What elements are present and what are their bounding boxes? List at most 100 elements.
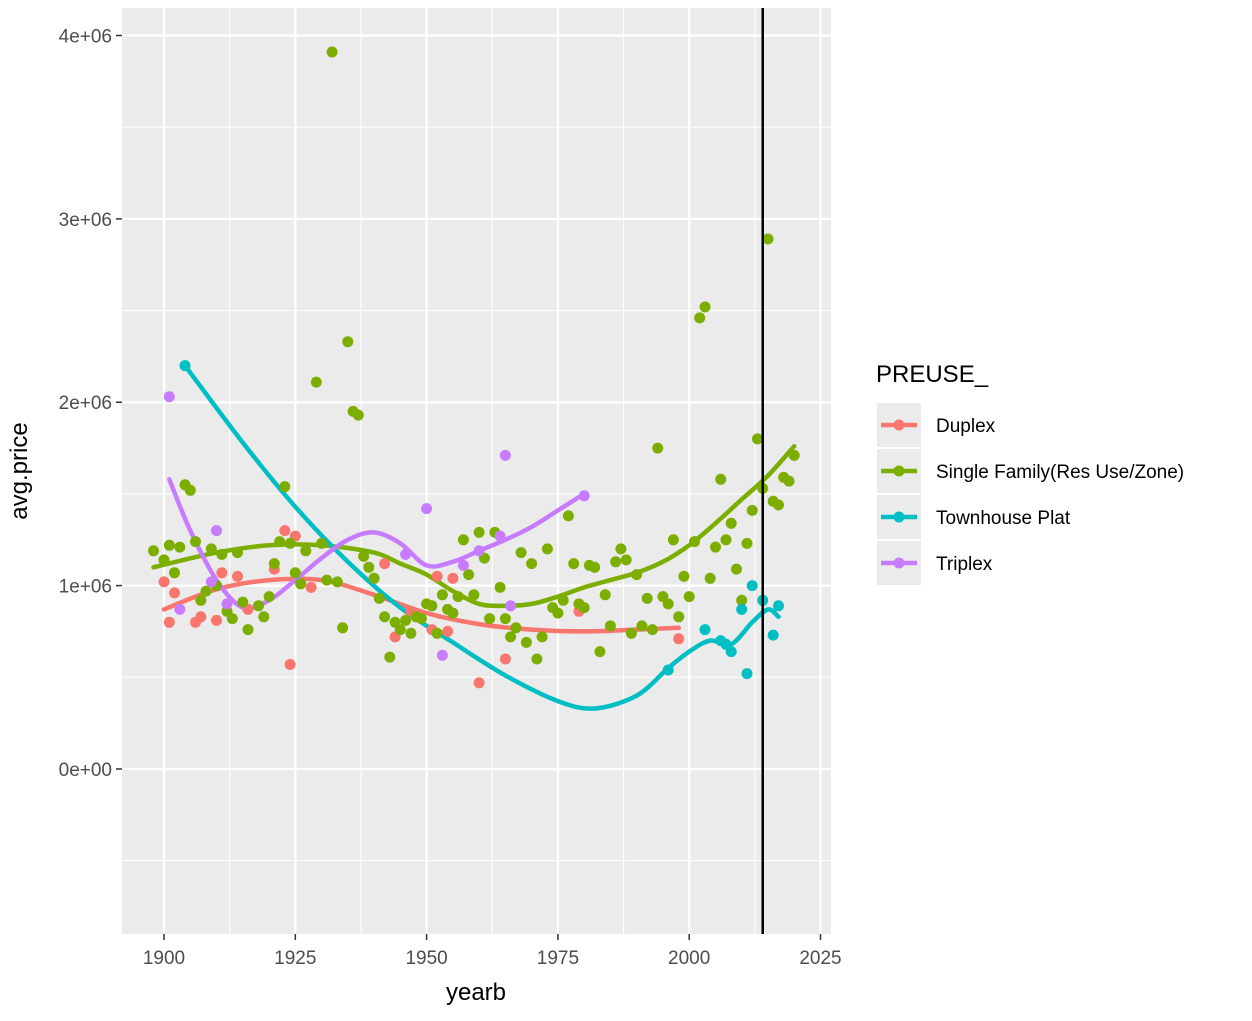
duplex-point bbox=[211, 614, 222, 626]
triplex-point bbox=[174, 603, 186, 615]
single-family-res-use-zone-point bbox=[662, 598, 674, 610]
duplex-point bbox=[431, 570, 443, 582]
duplex-point bbox=[163, 616, 175, 628]
legend-title: PREUSE_ bbox=[876, 361, 989, 388]
single-family-res-use-zone-point bbox=[783, 475, 795, 487]
single-family-res-use-zone-point bbox=[169, 567, 180, 579]
single-family-res-use-zone-point bbox=[762, 233, 774, 245]
single-family-res-use-zone-point bbox=[316, 537, 328, 549]
y-tick-label: 0e+00 bbox=[59, 760, 112, 781]
single-family-res-use-zone-point bbox=[694, 312, 706, 324]
single-family-res-use-zone-point bbox=[436, 589, 448, 601]
triplex-point bbox=[494, 530, 506, 542]
single-family-res-use-zone-point bbox=[274, 536, 286, 548]
single-family-res-use-zone-point bbox=[263, 591, 275, 603]
single-family-res-use-zone-point bbox=[326, 46, 338, 58]
single-family-res-use-zone-point bbox=[773, 499, 784, 511]
grid-layer bbox=[122, 8, 831, 934]
y-axis-title: avg.price bbox=[6, 422, 33, 519]
single-family-res-use-zone-point bbox=[226, 613, 238, 625]
duplex-point bbox=[305, 581, 317, 593]
triplex-point bbox=[457, 559, 469, 571]
triplex-point bbox=[221, 598, 233, 610]
single-family-res-use-zone-point bbox=[352, 409, 364, 421]
duplex-point bbox=[499, 653, 511, 665]
single-family-res-use-zone-point bbox=[379, 611, 391, 623]
single-family-res-use-zone-point bbox=[237, 596, 249, 608]
single-family-res-use-zone-point bbox=[158, 554, 170, 566]
legend-dot-single-family-res-use-zone bbox=[893, 465, 905, 477]
duplex-point bbox=[232, 570, 243, 582]
legend-dot-triplex bbox=[893, 557, 905, 569]
single-family-res-use-zone-point bbox=[342, 336, 354, 348]
duplex-point bbox=[279, 525, 291, 537]
single-family-res-use-zone-point bbox=[431, 627, 443, 639]
single-family-res-use-zone-point bbox=[562, 510, 574, 522]
axis-layer: 1900 1925 1950 1975 2000 2025 0e+00 1e+06 2e+06 3… bbox=[59, 27, 842, 969]
single-family-res-use-zone-point bbox=[526, 558, 538, 570]
single-family-res-use-zone-point bbox=[205, 543, 217, 555]
single-family-res-use-zone-point bbox=[646, 624, 658, 636]
duplex-point bbox=[473, 677, 485, 689]
legend: PREUSE_ Duplex Single Family(Res Use/Zone… bbox=[876, 361, 1184, 585]
single-family-res-use-zone-point bbox=[190, 536, 201, 548]
single-family-res-use-zone-point bbox=[741, 537, 753, 549]
point-layer bbox=[148, 46, 800, 689]
townhouse-plat-point bbox=[736, 603, 748, 615]
single-family-res-use-zone-point bbox=[468, 589, 480, 601]
single-family-res-use-zone-point bbox=[683, 591, 695, 603]
single-family-res-use-zone-point bbox=[536, 631, 548, 643]
single-family-res-use-zone-point bbox=[289, 567, 301, 579]
x-tick-label: 1950 bbox=[405, 948, 447, 969]
single-family-res-use-zone-point bbox=[447, 607, 459, 619]
triplex-point bbox=[499, 449, 511, 461]
single-family-res-use-zone-point bbox=[631, 569, 643, 581]
x-tick-label: 1925 bbox=[274, 948, 316, 969]
single-family-res-use-zone-point bbox=[457, 534, 469, 546]
legend-label-duplex: Duplex bbox=[936, 416, 996, 437]
single-family-res-use-zone-point bbox=[604, 620, 616, 632]
triplex-trend-line bbox=[167, 477, 587, 611]
townhouse-plat-point bbox=[773, 600, 784, 612]
single-family-res-use-zone-point bbox=[725, 517, 737, 529]
single-family-res-use-zone-point bbox=[184, 484, 196, 496]
single-family-res-use-zone-point bbox=[752, 433, 763, 445]
triplex-point bbox=[436, 649, 448, 661]
single-family-res-use-zone-point bbox=[358, 550, 370, 562]
legend-dot-duplex bbox=[893, 419, 905, 431]
single-family-res-use-zone-point bbox=[310, 376, 322, 388]
triplex-point bbox=[505, 600, 517, 612]
x-tick-label: 1900 bbox=[143, 948, 185, 969]
single-family-res-use-zone-point bbox=[788, 449, 800, 461]
single-family-res-use-zone-point bbox=[484, 613, 496, 625]
y-tick-label: 2e+06 bbox=[59, 393, 112, 414]
x-tick-label: 1975 bbox=[537, 948, 579, 969]
single-family-res-use-zone-point bbox=[321, 574, 333, 586]
single-family-res-use-zone-point bbox=[704, 572, 716, 584]
single-family-res-use-zone-point bbox=[641, 592, 653, 604]
single-family-res-use-zone-point bbox=[589, 561, 601, 573]
trend-layer bbox=[151, 363, 797, 711]
single-family-res-use-zone-point bbox=[242, 624, 254, 636]
single-family-res-use-zone-point bbox=[689, 536, 700, 548]
single-family-res-use-zone-point bbox=[384, 651, 396, 663]
single-family-res-use-zone-point bbox=[746, 504, 758, 516]
single-family-res-use-zone-point bbox=[710, 541, 721, 553]
single-family-res-use-zone-point bbox=[452, 591, 464, 603]
legend-label-triplex: Triplex bbox=[936, 554, 993, 575]
y-tick-label: 4e+06 bbox=[59, 27, 112, 48]
townhouse-plat-point bbox=[662, 664, 674, 676]
single-family-res-use-zone-point bbox=[363, 561, 375, 573]
duplex-point bbox=[379, 558, 391, 570]
townhouse-plat-point bbox=[767, 629, 779, 641]
single-family-res-use-zone-point bbox=[494, 581, 506, 593]
townhouse-plat-point bbox=[725, 646, 737, 658]
single-family-res-use-zone-point bbox=[373, 592, 385, 604]
single-family-res-use-zone-point bbox=[232, 547, 243, 559]
townhouse-plat-trend-line bbox=[182, 363, 781, 711]
single-family-res-use-zone-point bbox=[394, 624, 406, 636]
single-family-res-use-zone-point bbox=[473, 526, 485, 538]
single-family-res-use-zone-point bbox=[337, 622, 349, 634]
legend-dot-townhouse-plat bbox=[893, 511, 905, 523]
single-family-res-use-zone-point bbox=[731, 563, 742, 575]
